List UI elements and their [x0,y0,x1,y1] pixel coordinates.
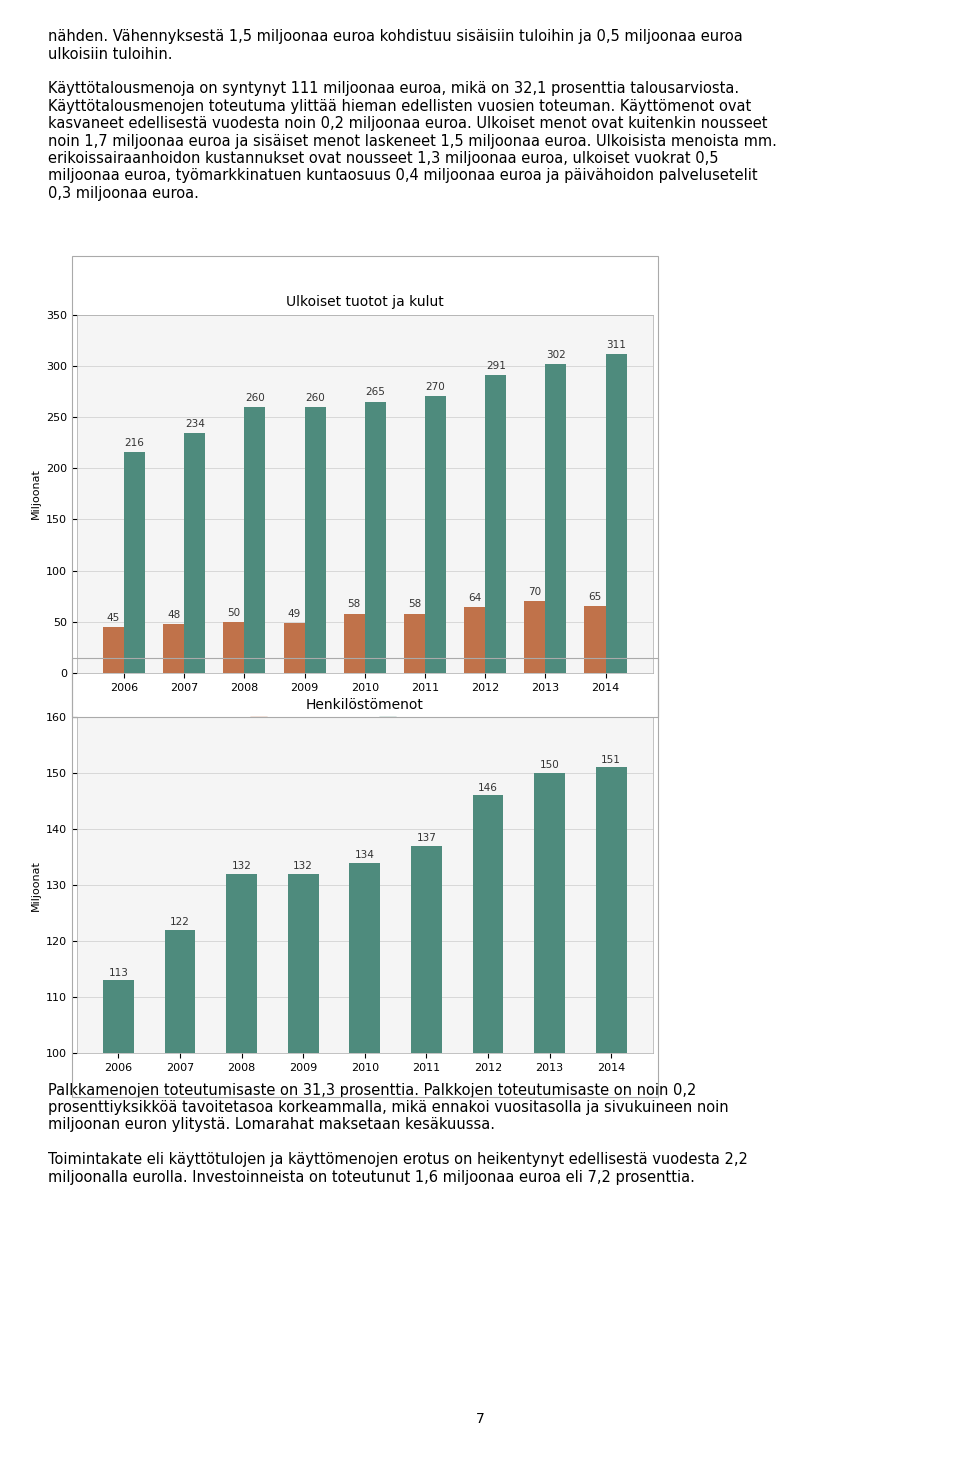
Bar [184,433,205,673]
Text: 70: 70 [528,587,541,597]
Text: 132: 132 [293,862,313,870]
Text: 64: 64 [468,594,481,603]
Text: 291: 291 [486,361,506,370]
Bar [464,607,485,673]
Bar [545,364,566,673]
Text: 234: 234 [185,420,204,429]
Bar [534,772,565,1463]
Text: 7: 7 [475,1412,485,1426]
Text: 302: 302 [546,350,565,360]
Text: 58: 58 [408,600,421,610]
Bar [585,606,606,673]
Bar [245,407,266,673]
Bar [349,863,380,1463]
Bar [365,401,386,673]
Text: 216: 216 [125,437,145,448]
Bar [164,930,196,1463]
Text: 150: 150 [540,761,560,770]
Bar [227,873,257,1463]
Text: 48: 48 [167,610,180,620]
Bar [344,613,365,673]
Bar [124,452,145,673]
Text: 49: 49 [287,609,300,619]
Text: 151: 151 [601,755,621,765]
Text: 260: 260 [245,392,265,402]
Bar [472,796,503,1463]
Text: 65: 65 [588,593,602,603]
Text: 113: 113 [108,967,129,977]
Bar [224,622,245,673]
Bar [596,767,627,1463]
Bar [103,980,133,1463]
Text: nähden. Vähennyksestä 1,5 miljoonaa euroa kohdistuu sisäisiin tuloihin ja 0,5 mi: nähden. Vähennyksestä 1,5 miljoonaa euro… [48,29,777,200]
Text: 45: 45 [107,613,120,623]
Y-axis label: Miljoonat: Miljoonat [31,860,40,910]
Text: 311: 311 [606,341,626,350]
Bar [103,626,124,673]
Bar [288,873,319,1463]
Text: 122: 122 [170,917,190,928]
Bar [485,375,506,673]
Text: 260: 260 [305,392,325,402]
Title: Henkilöstömenot: Henkilöstömenot [306,698,423,711]
Bar [425,396,446,673]
Bar [606,354,627,673]
Bar [411,846,442,1463]
Text: 132: 132 [231,862,252,870]
Legend: Toimintatuotot, Toimintakulut: Toimintatuotot, Toimintakulut [246,712,484,732]
Text: 265: 265 [366,388,385,398]
Text: 137: 137 [417,832,437,843]
Y-axis label: Miljoonat: Miljoonat [31,468,40,519]
Title: Ulkoiset tuotot ja kulut: Ulkoiset tuotot ja kulut [286,296,444,309]
Bar [283,623,304,673]
Text: 270: 270 [425,382,445,392]
Text: 146: 146 [478,783,498,793]
Text: Palkkamenojen toteutumisaste on 31,3 prosenttia. Palkkojen toteutumisaste on noi: Palkkamenojen toteutumisaste on 31,3 pro… [48,1083,748,1185]
Text: 58: 58 [348,600,361,610]
Text: 50: 50 [228,607,240,617]
Bar [163,623,184,673]
Text: 134: 134 [355,850,374,860]
Bar [304,407,325,673]
Bar [404,613,425,673]
Bar [524,601,545,673]
